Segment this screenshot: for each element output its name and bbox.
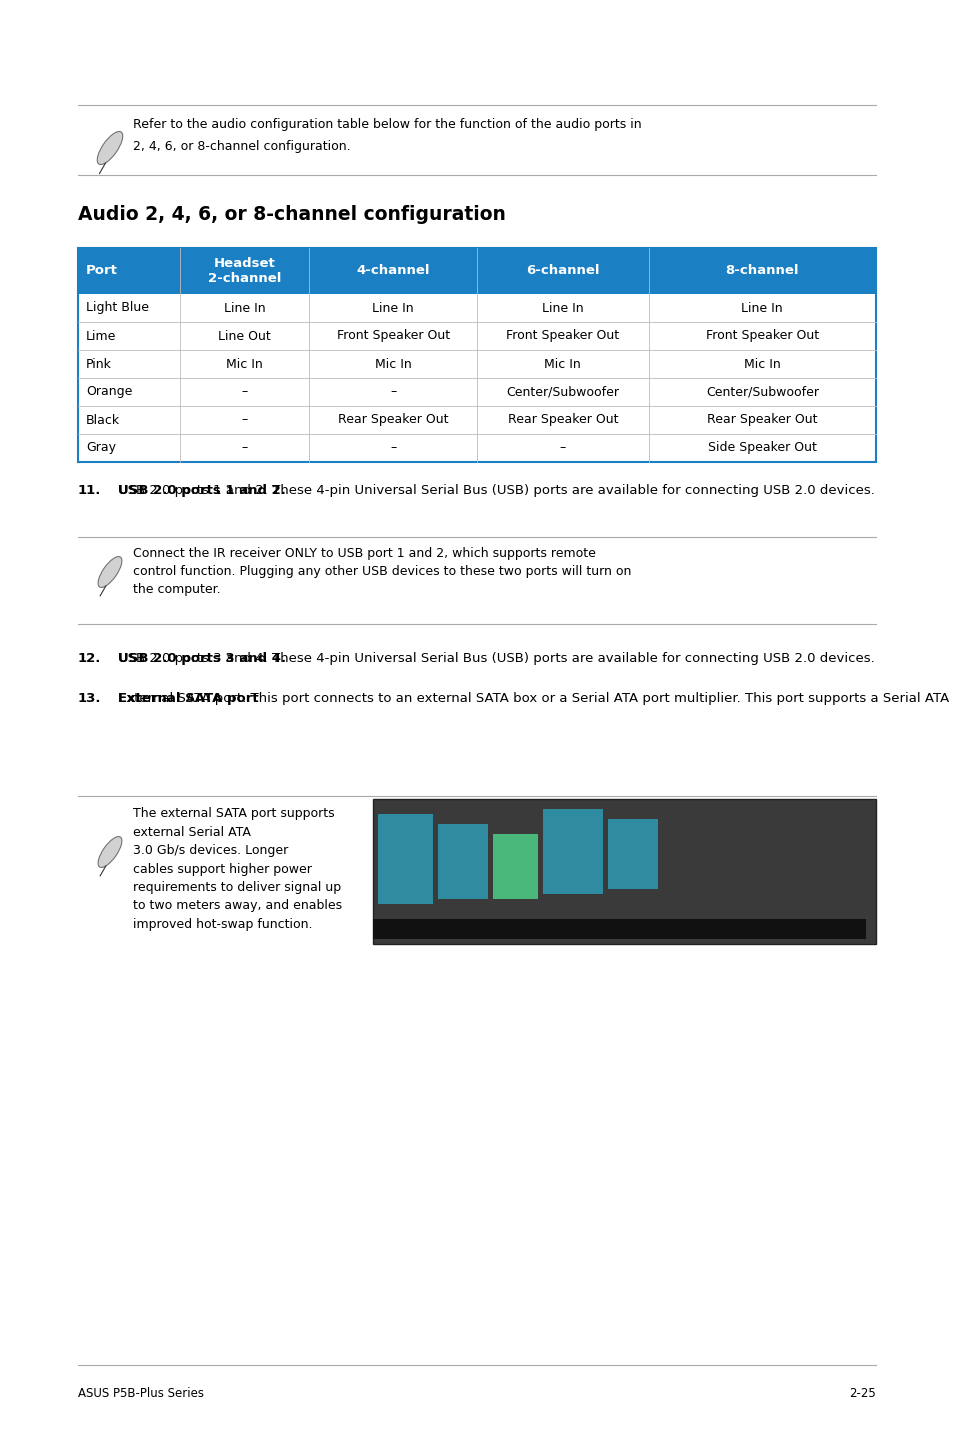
Text: Line Out: Line Out [218,329,271,342]
Text: –: – [241,414,248,427]
Text: –: – [559,441,565,454]
Text: –: – [390,385,395,398]
Text: External SATA port. This port connects to an external SATA box or a Serial ATA p: External SATA port. This port connects t… [118,692,953,705]
Text: Pink: Pink [86,358,112,371]
Text: USB 2.0 ports 3 and 4.: USB 2.0 ports 3 and 4. [118,651,286,664]
Text: 2, 4, 6, or 8-channel configuration.: 2, 4, 6, or 8-channel configuration. [132,139,351,152]
Text: USB 2.0 ports 1 and 2.: USB 2.0 ports 1 and 2. [118,485,286,498]
Bar [607,820,658,889]
Text: Port: Port [86,265,118,278]
Text: 2-25: 2-25 [848,1388,875,1401]
Text: Light Blue: Light Blue [86,302,149,315]
Text: 13.: 13. [78,692,101,705]
Bar [493,834,537,899]
Text: Gray: Gray [86,441,116,454]
Text: Center/Subwoofer: Center/Subwoofer [506,385,618,398]
Text: Front Speaker Out: Front Speaker Out [506,329,618,342]
Text: 11.: 11. [78,485,101,498]
Text: USB 2.0 ports 3 and 4. These 4-pin Universal Serial Bus (USB) ports are availabl: USB 2.0 ports 3 and 4. These 4-pin Unive… [118,651,874,664]
Text: Mic In: Mic In [226,358,263,371]
Text: –: – [241,385,248,398]
Bar [373,800,875,943]
Text: Center/Subwoofer: Center/Subwoofer [705,385,818,398]
Bar [373,919,865,939]
Ellipse shape [97,131,123,164]
Bar [78,247,875,293]
Text: Mic In: Mic In [743,358,780,371]
Text: 8-channel: 8-channel [725,265,799,278]
Ellipse shape [98,837,122,867]
Text: Rear Speaker Out: Rear Speaker Out [507,414,618,427]
Text: Black: Black [86,414,120,427]
Text: The external SATA port supports
external Serial ATA
3.0 Gb/s devices. Longer
cab: The external SATA port supports external… [132,807,342,930]
Bar [542,810,602,894]
Text: 6-channel: 6-channel [525,265,598,278]
Text: –: – [390,441,395,454]
Text: Connect the IR receiver ONLY to USB port 1 and 2, which supports remote
control : Connect the IR receiver ONLY to USB port… [132,546,631,595]
Text: ASUS P5B-Plus Series: ASUS P5B-Plus Series [78,1388,204,1401]
Text: –: – [241,441,248,454]
Text: 4-channel: 4-channel [356,265,430,278]
Text: Orange: Orange [86,385,132,398]
Bar [437,824,488,899]
Text: Front Speaker Out: Front Speaker Out [336,329,449,342]
Text: Rear Speaker Out: Rear Speaker Out [337,414,448,427]
Text: Lime: Lime [86,329,116,342]
Text: Side Speaker Out: Side Speaker Out [707,441,816,454]
Bar [78,247,875,462]
Text: Line In: Line In [541,302,583,315]
Text: Headset
2-channel: Headset 2-channel [208,257,281,285]
Text: Rear Speaker Out: Rear Speaker Out [706,414,817,427]
Text: Line In: Line In [372,302,414,315]
Text: Mic In: Mic In [544,358,580,371]
Text: Line In: Line In [740,302,782,315]
Text: Line In: Line In [224,302,265,315]
Text: 12.: 12. [78,651,101,664]
Bar [377,814,433,905]
Text: USB 2.0 ports 1 and 2. These 4-pin Universal Serial Bus (USB) ports are availabl: USB 2.0 ports 1 and 2. These 4-pin Unive… [118,485,874,498]
Text: Audio 2, 4, 6, or 8-channel configuration: Audio 2, 4, 6, or 8-channel configuratio… [78,206,505,224]
Text: Front Speaker Out: Front Speaker Out [705,329,818,342]
Text: Mic In: Mic In [375,358,411,371]
Text: External SATA port: External SATA port [118,692,258,705]
Ellipse shape [98,557,122,588]
Text: Refer to the audio configuration table below for the function of the audio ports: Refer to the audio configuration table b… [132,118,641,131]
